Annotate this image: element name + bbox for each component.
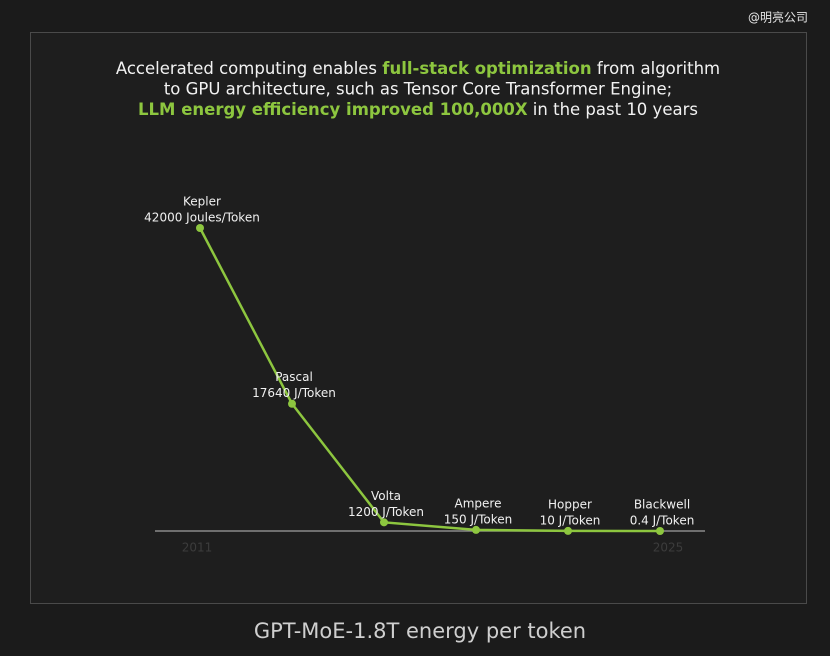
title-segment: Accelerated computing enables xyxy=(116,59,382,78)
value-label: 150 J/Token xyxy=(444,512,512,526)
category-label: Ampere xyxy=(455,496,502,510)
title-segment: in the past 10 years xyxy=(528,100,698,119)
watermark: @明亮公司 xyxy=(748,10,808,25)
title-segment: LLM energy efficiency improved 100,000X xyxy=(138,100,528,119)
value-label: 0.4 J/Token xyxy=(630,513,695,527)
title-line: Accelerated computing enables full-stack… xyxy=(116,59,720,78)
value-label: 1200 J/Token xyxy=(348,505,424,519)
series-line xyxy=(198,227,661,533)
category-label: Blackwell xyxy=(634,497,690,511)
data-point xyxy=(380,518,388,527)
data-point xyxy=(656,526,664,535)
data-point xyxy=(288,399,296,408)
value-label: 17640 J/Token xyxy=(252,386,336,400)
category-label: Hopper xyxy=(548,497,592,511)
title-segment: from algorithm xyxy=(592,59,721,78)
panel xyxy=(30,32,807,604)
x-axis-year: 2025 xyxy=(653,541,684,555)
data-point xyxy=(564,526,572,535)
caption: GPT-MoE-1.8T energy per token xyxy=(254,619,586,643)
title-segment: full-stack optimization xyxy=(382,59,591,78)
category-label: Kepler xyxy=(183,195,221,209)
category-label: Volta xyxy=(371,489,401,503)
data-point xyxy=(472,525,480,534)
data-point xyxy=(196,224,204,232)
title-segment: to GPU architecture, such as Tensor Core… xyxy=(164,79,672,98)
value-label: 42000 Joules/Token xyxy=(144,211,260,225)
title-line: to GPU architecture, such as Tensor Core… xyxy=(164,79,672,98)
title-line: LLM energy efficiency improved 100,000X … xyxy=(138,100,698,119)
category-label: Pascal xyxy=(275,370,313,384)
x-axis-year: 2011 xyxy=(182,541,213,555)
value-label: 10 J/Token xyxy=(540,513,601,527)
